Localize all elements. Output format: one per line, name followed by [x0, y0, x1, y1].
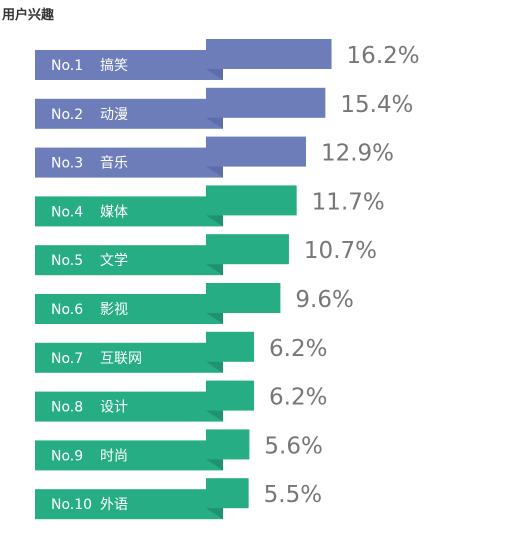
value-bar — [206, 234, 289, 265]
rank-text: No.10 — [51, 497, 92, 513]
rank-text: No.1 — [51, 58, 83, 74]
value-label: 12.9% — [321, 141, 394, 167]
category-text: 互联网 — [100, 351, 142, 367]
rank-label-bar — [35, 245, 223, 276]
value-label: 15.4% — [340, 92, 413, 118]
rank-label-bar — [35, 50, 223, 80]
rank-label-bar — [35, 391, 223, 422]
value-bar — [206, 283, 281, 313]
value-bar — [206, 380, 255, 411]
rank-text: No.6 — [51, 302, 83, 318]
ranking-row: No.3 音乐 12.9% — [35, 136, 394, 178]
rank-text: No.5 — [51, 253, 83, 269]
page-title: 用户兴趣 — [2, 8, 55, 23]
value-label: 10.7% — [304, 238, 377, 264]
category-text: 文学 — [100, 253, 128, 269]
rank-text: No.7 — [51, 351, 83, 367]
fold-shadow — [206, 361, 223, 373]
value-label: 16.2% — [347, 43, 420, 69]
category-text: 搞笑 — [100, 58, 128, 74]
value-label: 5.6% — [264, 433, 322, 459]
fold-shadow — [206, 410, 223, 422]
fold-shadow — [206, 215, 223, 227]
fold-shadow — [206, 264, 223, 276]
rank-label-bar — [35, 342, 223, 373]
rank-text: No.9 — [51, 448, 83, 464]
ranking-row: No.2 动漫 15.4% — [35, 87, 413, 129]
fold-shadow — [206, 508, 223, 520]
value-label: 9.6% — [295, 287, 353, 313]
ranking-row: No.9 时尚 5.6% — [35, 429, 323, 471]
fold-shadow — [206, 117, 223, 129]
ranking-row: No.7 互联网 6.2% — [35, 331, 327, 373]
rank-text: No.8 — [51, 400, 83, 416]
category-text: 音乐 — [100, 155, 128, 172]
value-label: 5.5% — [264, 482, 322, 508]
value-bar — [206, 429, 250, 460]
ranking-row: No.5 文学 10.7% — [35, 234, 377, 276]
rank-text: No.2 — [51, 107, 83, 123]
value-bar — [206, 39, 332, 69]
value-label: 6.2% — [269, 385, 327, 411]
category-text: 时尚 — [100, 448, 128, 464]
rank-label-bar — [35, 489, 223, 520]
rank-text: No.4 — [51, 204, 83, 220]
value-bar — [206, 478, 249, 509]
category-text: 动漫 — [100, 107, 128, 123]
value-label: 6.2% — [269, 336, 327, 362]
rank-label-bar — [35, 196, 223, 227]
rank-label-bar — [35, 147, 223, 178]
rank-text: No.3 — [51, 156, 83, 172]
category-text: 影视 — [100, 302, 128, 318]
category-text: 媒体 — [100, 204, 128, 220]
value-bar — [206, 185, 297, 216]
fold-shadow — [206, 69, 223, 80]
ranking-row: No.1 搞笑 16.2% — [35, 39, 420, 80]
value-bar — [206, 136, 306, 167]
rank-label-bar — [35, 294, 223, 324]
value-bar — [206, 87, 326, 118]
fold-shadow — [206, 166, 223, 178]
fold-shadow — [206, 313, 223, 324]
category-text: 外语 — [100, 497, 128, 513]
ranking-row: No.4 媒体 11.7% — [35, 185, 385, 227]
fold-shadow — [206, 459, 223, 471]
rank-label-bar — [35, 440, 223, 471]
value-label: 11.7% — [312, 189, 385, 215]
category-text: 设计 — [100, 400, 128, 416]
ranking-row: No.6 影视 9.6% — [35, 283, 354, 324]
ranking-row: No.8 设计 6.2% — [35, 380, 327, 422]
rank-label-bar — [35, 98, 223, 129]
ranking-row: No.10 外语 5.5% — [35, 478, 322, 520]
value-bar — [206, 331, 255, 362]
